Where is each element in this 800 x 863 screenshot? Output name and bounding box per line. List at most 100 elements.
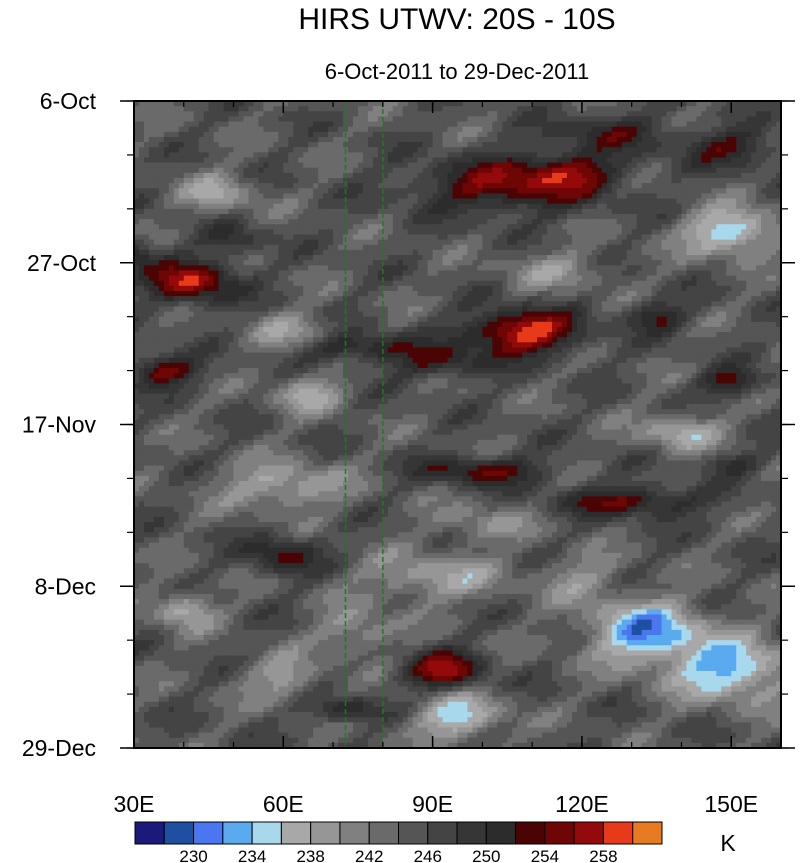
field-cell [671,193,678,200]
field-cell [671,106,678,112]
field-cell [372,229,379,236]
field-cell [183,178,190,184]
field-cell [621,157,628,164]
field-cell [382,126,389,133]
field-cell [213,106,220,112]
field-cell [581,249,588,256]
field-cell [148,296,155,302]
field-cell [756,270,762,277]
field-cell [158,157,165,164]
field-cell [532,183,538,189]
field-cell [402,249,409,256]
field-cell [487,193,493,200]
field-cell [163,136,170,143]
field-cell [776,270,781,277]
field-cell [268,260,274,266]
field-cell [606,213,613,220]
field-cell [153,172,160,179]
field-cell [148,106,155,112]
field-cell [427,157,434,164]
field-cell [581,244,588,251]
field-cell [557,142,563,148]
field-cell [148,224,155,230]
field-cell [153,106,160,112]
field-cell [552,260,558,266]
field-cell [462,260,469,266]
field-cell [148,111,155,117]
field-cell [143,126,150,133]
field-cell [193,285,200,292]
field-cell [562,270,568,277]
field-cell [203,265,210,272]
field-cell [571,193,578,200]
field-cell [193,152,200,159]
field-cell [646,147,653,153]
field-cell [537,229,543,236]
field-cell [606,167,613,174]
field-cell [616,131,623,138]
field-cell [362,234,369,241]
field-cell [517,121,523,128]
field-cell [293,219,299,225]
field-cell [596,183,603,189]
field-cell [328,131,334,138]
field-cell [562,224,568,230]
field-cell [601,265,608,272]
field-cell [542,167,548,174]
field-cell [502,116,508,123]
field-cell [303,111,309,117]
field-cell [427,193,434,200]
field-cell [303,101,309,107]
field-cell [278,172,284,179]
field-cell [208,193,215,200]
field-cell [303,285,309,292]
field-cell [601,188,608,195]
field-cell [706,198,712,205]
field-cell [352,296,359,302]
field-cell [502,229,508,236]
field-cell [601,193,608,200]
field-cell [527,265,533,272]
field-cell [646,224,653,230]
field-cell [537,280,543,287]
field-cell [183,172,190,179]
field-cell [492,219,498,225]
field-cell [238,296,245,302]
field-cell [601,157,608,164]
field-cell [467,280,474,287]
field-cell [417,280,424,287]
field-cell [726,198,732,205]
field-cell [522,280,528,287]
field-cell [507,203,513,210]
field-cell [537,178,543,184]
field-cell [696,260,702,266]
field-cell [736,290,742,297]
field-cell [532,188,538,195]
field-cell [636,188,643,195]
field-cell [318,126,324,133]
field-cell [203,136,210,143]
field-cell [552,157,558,164]
field-cell [452,239,459,246]
field-cell [203,275,210,282]
field-cell [766,198,772,205]
field-cell [532,249,538,256]
field-cell [552,198,558,205]
field-cell [203,152,210,159]
field-cell [283,147,289,153]
field-cell [417,188,424,195]
field-cell [153,244,160,251]
field-cell [134,167,140,174]
field-cell [338,255,344,261]
field-cell [557,285,563,292]
field-cell [621,193,628,200]
field-cell [611,203,618,210]
field-cell [233,147,240,153]
field-cell [397,152,404,159]
field-cell [557,234,563,241]
field-cell [586,275,593,282]
field-cell [218,290,225,297]
field-cell [761,285,767,292]
field-cell [293,157,299,164]
field-cell [377,188,384,195]
